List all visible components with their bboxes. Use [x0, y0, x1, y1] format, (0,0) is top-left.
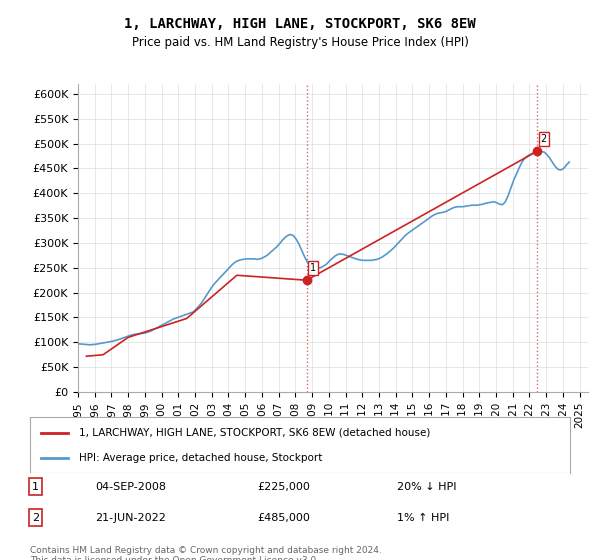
- Text: 2: 2: [541, 134, 547, 144]
- Text: 20% ↓ HPI: 20% ↓ HPI: [397, 482, 457, 492]
- Text: 1, LARCHWAY, HIGH LANE, STOCKPORT, SK6 8EW: 1, LARCHWAY, HIGH LANE, STOCKPORT, SK6 8…: [124, 17, 476, 31]
- Text: £485,000: £485,000: [257, 512, 310, 522]
- Text: 21-JUN-2022: 21-JUN-2022: [95, 512, 166, 522]
- Text: 1, LARCHWAY, HIGH LANE, STOCKPORT, SK6 8EW (detached house): 1, LARCHWAY, HIGH LANE, STOCKPORT, SK6 8…: [79, 428, 430, 438]
- Text: 1: 1: [32, 482, 39, 492]
- Text: 04-SEP-2008: 04-SEP-2008: [95, 482, 166, 492]
- Text: 1% ↑ HPI: 1% ↑ HPI: [397, 512, 449, 522]
- Text: 1: 1: [310, 263, 316, 273]
- Text: Price paid vs. HM Land Registry's House Price Index (HPI): Price paid vs. HM Land Registry's House …: [131, 36, 469, 49]
- Text: Contains HM Land Registry data © Crown copyright and database right 2024.
This d: Contains HM Land Registry data © Crown c…: [30, 546, 382, 560]
- Text: 2: 2: [32, 512, 39, 522]
- Text: £225,000: £225,000: [257, 482, 310, 492]
- Text: HPI: Average price, detached house, Stockport: HPI: Average price, detached house, Stoc…: [79, 452, 322, 463]
